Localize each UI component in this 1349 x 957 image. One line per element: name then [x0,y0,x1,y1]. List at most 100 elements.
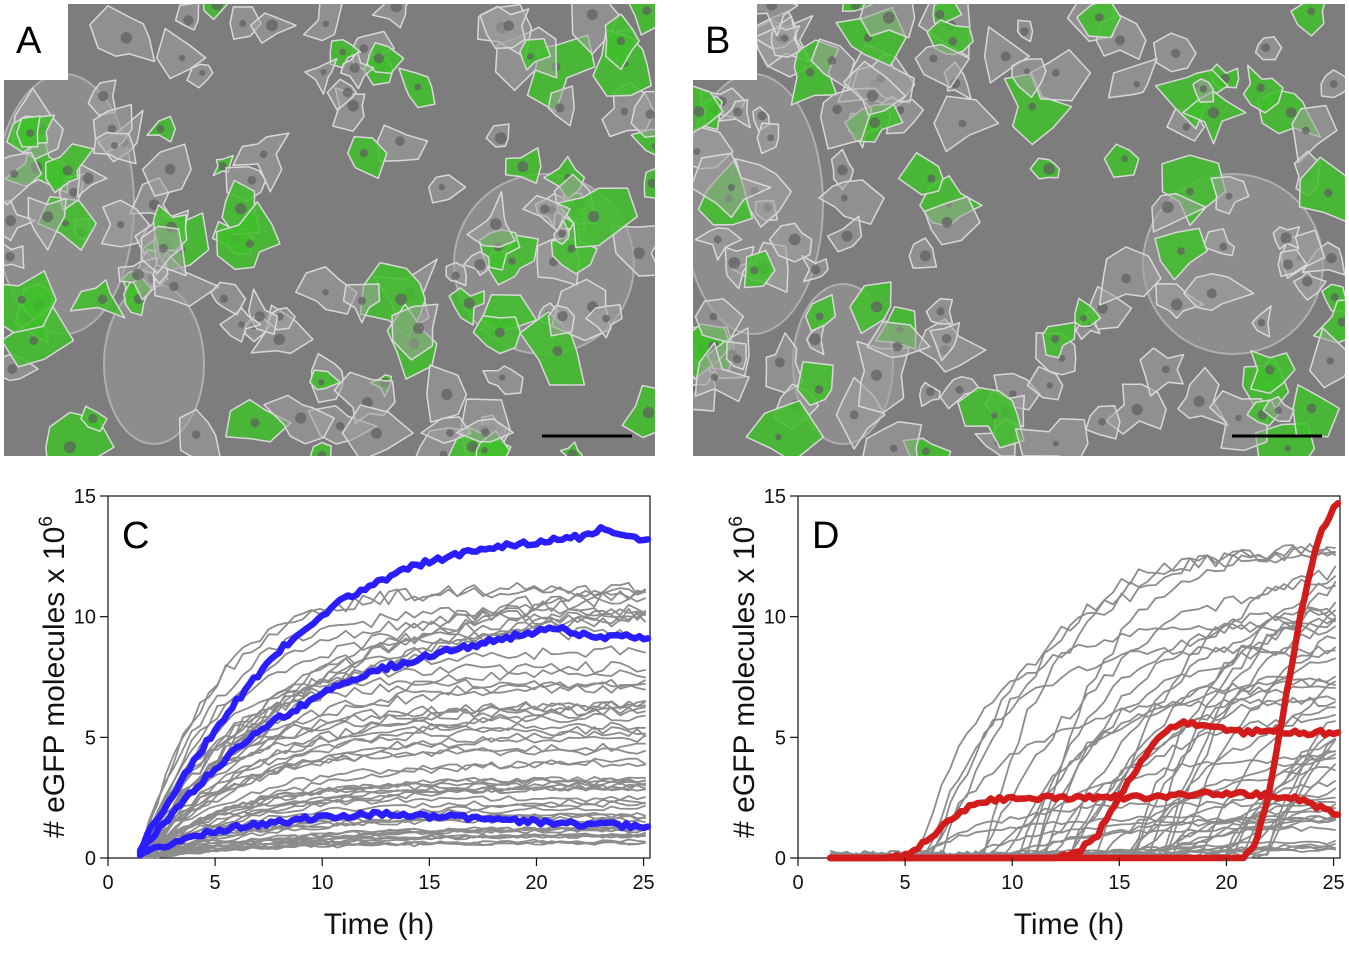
cell-nucleus [1000,51,1011,62]
cell-nucleus [805,68,815,77]
cell-nucleus [1257,318,1266,327]
green-cell [1290,4,1326,37]
cell-nucleus [395,136,405,146]
cell-nucleus [1324,188,1333,198]
cell-nucleus [750,266,759,275]
x-axis-title: Time (h) [324,908,435,941]
cell-nucleus [871,301,883,313]
cell-nucleus [481,446,488,454]
cell-nucleus [1256,83,1265,93]
green-cell [215,201,281,271]
chart-panel-d: 0 5 10 15 20 25 0 5 10 15 Time (h) # eGFP molecules… [676,470,1349,957]
unlabeled-cell [1291,104,1338,164]
highlight-series-line [826,788,1342,862]
cell-nucleus [1206,288,1217,299]
cell-nucleus [936,307,945,316]
unlabeled-cell [4,151,43,206]
background-trace [139,678,647,859]
background-trace [139,747,646,859]
cell-nucleus [647,178,655,188]
y-axis-title-exponent: 6 [726,516,747,527]
cell-nucleus [318,379,325,386]
x-axis-title: Time (h) [1014,908,1125,941]
cell-nucleus [1261,43,1271,53]
green-cell [849,281,892,335]
cell-nucleus [1131,403,1143,416]
x-tick-label: 15 [1108,872,1130,894]
cell-nucleus [555,103,565,113]
cell-nucleus [841,230,853,242]
cell-nucleus [693,147,701,155]
unlabeled-cell [933,95,1000,153]
background-trace [139,589,646,859]
cell-nucleus [82,172,94,184]
background-trace [139,798,646,857]
cell-nucleus [508,257,516,265]
cell-nucleus [63,441,76,454]
panel-label-box-a: A [4,4,68,80]
cell-nucleus [558,229,567,238]
x-tick-label: 10 [311,872,333,894]
cell-nucleus [322,20,330,28]
cell-nucleus [359,44,369,53]
background-trace [139,607,647,857]
cell-nucleus [62,219,70,227]
highlight-series-line [136,524,652,854]
cell-nucleus [273,333,285,346]
cell-nucleus [494,327,505,338]
background-trace [139,705,646,859]
cell-nucleus [247,175,257,185]
cell-nucleus [929,54,938,63]
cell-nucleus [882,11,895,24]
cell-nucleus [199,69,206,76]
cell-nucleus [1094,13,1104,22]
cell-nucleus [766,4,778,11]
cell-nucleus [239,20,247,27]
cell-nucleus [349,62,360,73]
unlabeled-cell [1098,246,1162,306]
cell-nucleus [1051,334,1060,344]
cell-nucleus [526,53,534,60]
cell-nucleus [815,312,824,321]
plot-frame [107,495,651,859]
unlabeled-cell [326,78,358,111]
cell-nucleus [1121,155,1128,162]
cell-nucleus [192,430,201,439]
cell-nucleus [1114,35,1125,46]
cell-nucleus [238,321,245,328]
unlabeled-cell [611,224,655,277]
cell-nucleus [1020,27,1029,36]
x-tick-label: 20 [525,872,547,894]
cell-nucleus [183,15,194,26]
background-trace [139,728,647,859]
cell-nucleus [219,294,229,304]
y-axis-title-exponent: 6 [36,516,57,527]
x-tick-label: 15 [418,872,440,894]
cell-nucleus [357,296,366,305]
cell-nucleus [295,412,307,424]
cell-nucleus [728,256,741,269]
micrograph-image-a [4,4,655,456]
cell-nucleus [347,99,359,112]
cell-nucleus [211,4,224,11]
cell-nucleus [709,312,718,321]
background-trace [139,781,646,859]
cell-nucleus [235,203,247,215]
background-trace [139,783,646,858]
background-trace [139,591,647,859]
cell-nucleus [941,333,952,344]
cell-nucleus [935,9,945,20]
unlabeled-cell [842,60,907,116]
cell-nucleus [259,150,268,159]
background-trace [139,706,646,855]
cell-nucleus [97,90,109,102]
cell-nucleus [463,297,475,309]
cell-nucleus [489,218,502,230]
unlabeled-cell [304,58,338,95]
unlabeled-cell [428,174,467,204]
cell-nucleus [869,117,881,128]
cell-nucleus [169,281,179,292]
cell-nucleus [1193,395,1205,407]
cell-nucleus [693,106,705,117]
cell-nucleus [1284,445,1291,452]
